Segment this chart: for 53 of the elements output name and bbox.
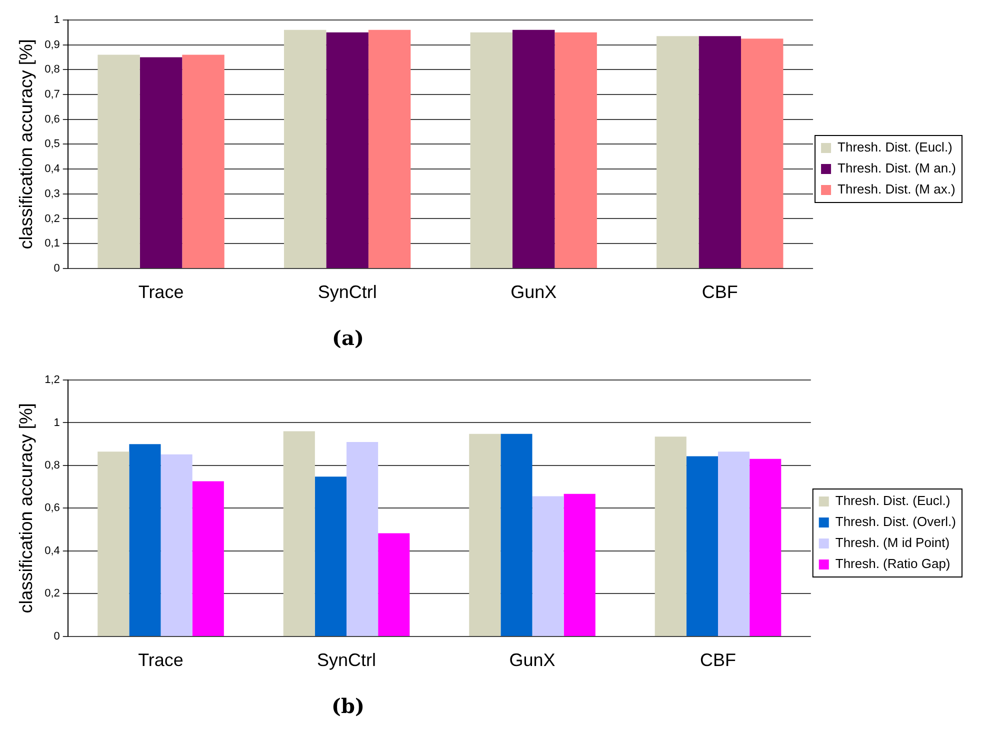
x-tick-label: SynCtrl	[317, 650, 376, 670]
y-tick-label: 0,4	[44, 163, 60, 176]
legend-label: Thresh. Dist. (Overl.)	[835, 514, 956, 530]
bar	[283, 431, 315, 636]
x-tick-label: GunX	[510, 282, 557, 302]
bar	[532, 496, 564, 636]
y-tick-label: 0,5	[44, 138, 60, 150]
y-tick-label: 1,2	[44, 374, 60, 386]
bar	[160, 454, 192, 636]
y-tick-label: 0,4	[44, 544, 60, 557]
y-tick-label: 0,1	[44, 238, 60, 250]
bar	[718, 452, 750, 636]
y-tick-label: 0,6	[44, 113, 60, 126]
y-tick-label: 0	[54, 630, 60, 642]
legend-label: Thresh. (M id Point)	[835, 535, 950, 550]
bar	[346, 442, 378, 636]
bar	[686, 456, 718, 636]
y-tick-label: 1	[54, 416, 60, 429]
bar	[378, 533, 410, 636]
legend-label: Thresh. Dist. (Eucl.)	[838, 140, 952, 155]
bar	[469, 434, 501, 636]
bar	[314, 476, 347, 636]
bar	[98, 452, 130, 636]
y-tick-label: 0,9	[44, 38, 60, 51]
y-tick-label: 0,2	[44, 212, 60, 225]
y-tick-label: 0,7	[44, 88, 60, 101]
y-tick-label: 0	[54, 262, 60, 274]
x-tick-label: Trace	[138, 282, 184, 302]
bar	[192, 481, 224, 636]
legend-label: Thresh. Dist. (Eucl.)	[835, 493, 950, 508]
y-tick-label: 0,8	[44, 64, 60, 76]
y-axis-title: classification accuracy [%]	[16, 39, 36, 250]
x-tick-label: CBF	[700, 650, 736, 670]
legend-label: Thresh. (Ratio Gap)	[835, 556, 950, 572]
bar	[129, 444, 161, 636]
x-tick-label: CBF	[702, 282, 738, 302]
bar	[500, 434, 532, 636]
x-tick-label: Trace	[138, 650, 184, 670]
y-tick-label: 1	[54, 14, 60, 26]
text: (b)	[330, 694, 366, 718]
x-tick-label: GunX	[509, 650, 556, 670]
y-tick-label: 0,8	[44, 460, 60, 472]
legend-label: Thresh. Dist. (M an.)	[838, 160, 956, 176]
x-tick-label: SynCtrl	[318, 282, 377, 302]
y-tick-label: 0,2	[44, 588, 60, 600]
legend-label: Thresh. Dist. (M ax.)	[838, 182, 956, 197]
bar	[564, 494, 596, 636]
y-tick-label: 0,3	[44, 188, 60, 200]
text: (a)	[331, 326, 365, 350]
bar	[750, 458, 782, 636]
bar	[654, 436, 686, 636]
y-tick-label: 0,6	[44, 502, 60, 514]
y-axis-title: classification accuracy [%]	[16, 403, 36, 614]
